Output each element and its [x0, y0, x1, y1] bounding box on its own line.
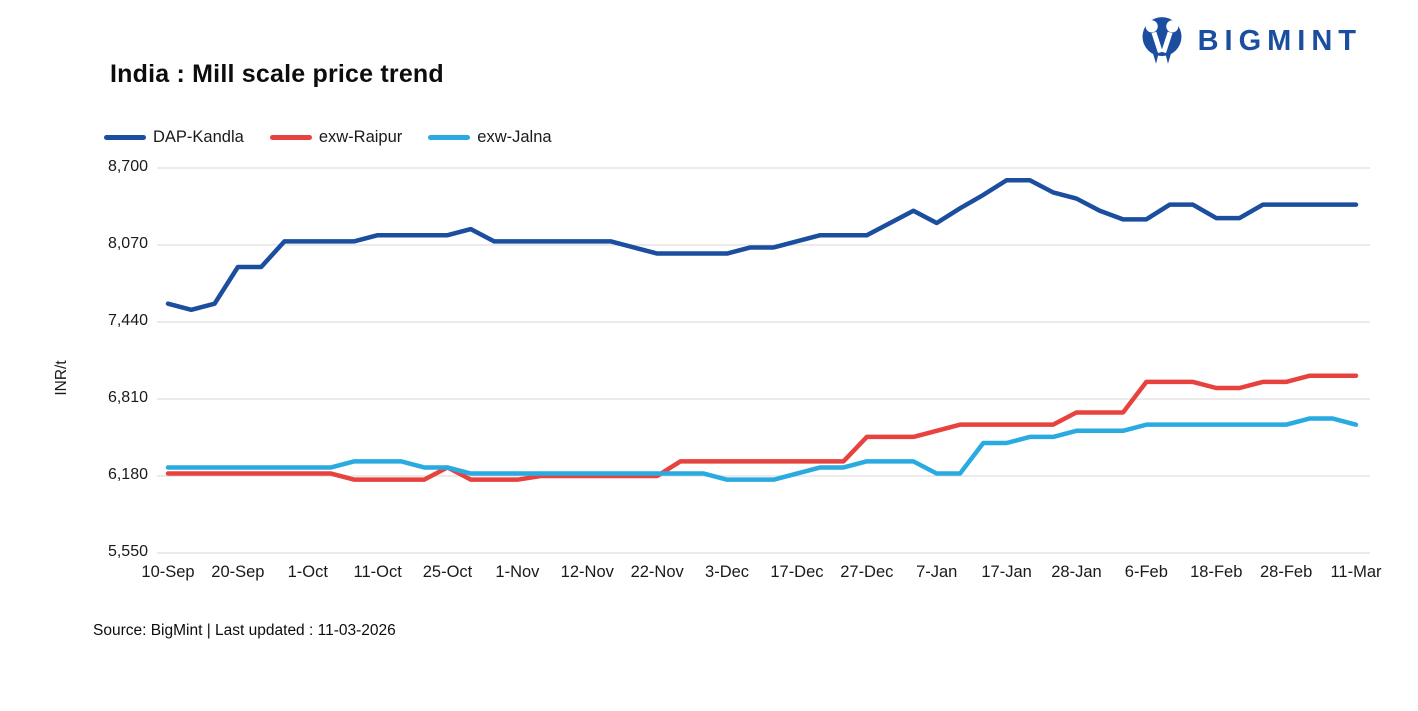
x-axis-tick-label: 18-Feb — [1190, 563, 1243, 581]
x-axis-labels: 10-Sep 20-Sep 1-Oct 11-Oct 25-Oct 1-Nov 12-Nov… — [0, 563, 1418, 585]
legend-swatch — [104, 135, 146, 140]
legend-item-exw-Raipur: exw-Raipur — [269, 128, 403, 147]
legend-item-exw-Jalna: exw-Jalna — [428, 128, 552, 147]
x-axis-tick-label: 20-Sep — [211, 563, 265, 581]
series-line-exw-Jalna — [165, 416, 1359, 482]
x-axis-tick-label: 25-Oct — [422, 563, 473, 581]
source-note: Source: BigMint | Last updated : 11-03-2… — [93, 622, 396, 639]
bigmint-logo: BIGMINT — [1136, 16, 1362, 66]
x-axis-tick-label: 6-Feb — [1124, 563, 1168, 581]
x-axis-tick-label: 11-Mar — [1330, 563, 1382, 581]
legend-item-label: exw-Jalna — [477, 128, 552, 146]
y-axis-tick-label: 6,810 — [107, 389, 148, 406]
bigmint-logo-icon — [1142, 17, 1182, 64]
bigmint-logo-text: BIGMINT — [1197, 24, 1362, 57]
y-axis-tick-label: 5,550 — [107, 543, 148, 560]
y-axis-tick-label: 6,180 — [107, 466, 148, 483]
x-axis-tick-label: 28-Feb — [1259, 563, 1313, 581]
legend-item-DAP-Kandla: DAP-Kandla — [104, 128, 244, 147]
series-line-DAP-Kandla — [165, 177, 1359, 313]
legend-item-label: exw-Raipur — [318, 128, 403, 146]
y-axis-tick-label: 8,700 — [107, 158, 148, 175]
x-axis-tick-label: 22-Nov — [630, 563, 684, 581]
legend-swatch — [428, 135, 471, 140]
x-axis-tick-label: 7-Jan — [916, 563, 958, 581]
x-axis-tick-label: 1-Nov — [495, 563, 540, 581]
x-axis-tick-label: 1-Oct — [287, 563, 328, 581]
chart-legend: DAP-Kandla exw-Raipur exw-Jalna — [104, 128, 552, 147]
series-line-exw-Raipur — [165, 373, 1359, 482]
x-axis-tick-label: 11-Oct — [353, 563, 402, 581]
x-axis-tick-label: 3-Dec — [705, 563, 750, 581]
x-axis-tick-label: 12-Nov — [560, 563, 614, 581]
legend-item-label: DAP-Kandla — [153, 128, 244, 146]
x-axis-tick-label: 10-Sep — [141, 563, 195, 581]
x-axis-tick-label: 17-Jan — [981, 563, 1032, 581]
x-axis-tick-label: 17-Dec — [770, 563, 824, 581]
y-axis-tick-label: 8,070 — [107, 235, 148, 252]
chart-title: India : Mill scale price trend — [110, 60, 444, 88]
legend-swatch — [269, 135, 312, 140]
y-axis-title: INR/t — [53, 360, 70, 396]
x-axis-tick-label: 28-Jan — [1051, 563, 1102, 581]
y-axis-tick-label: 7,440 — [107, 312, 148, 329]
x-axis-tick-label: 27-Dec — [840, 563, 894, 581]
